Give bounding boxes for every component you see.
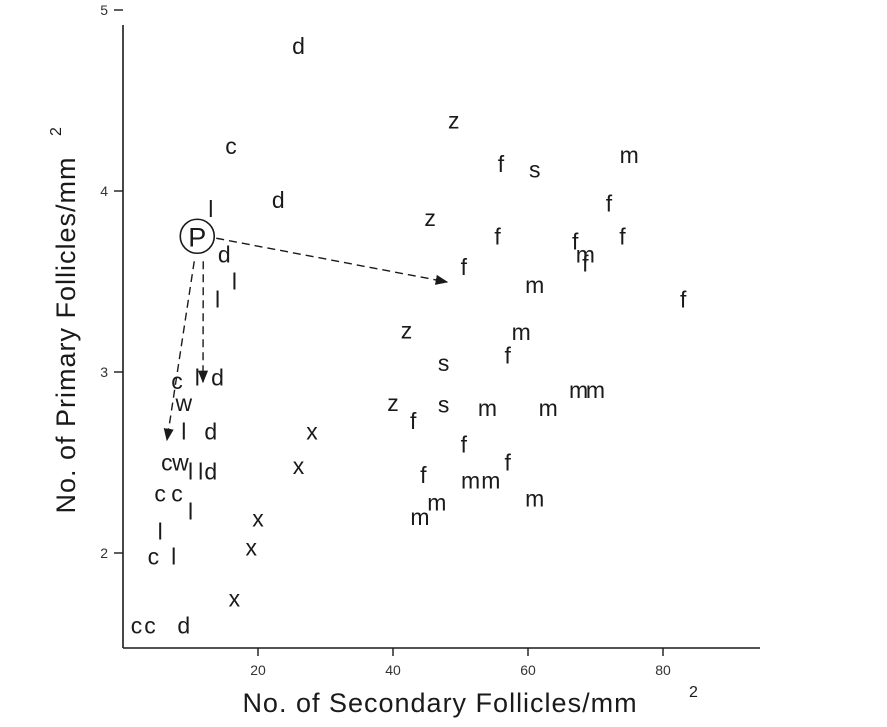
data-point-m: m [569,377,588,403]
data-point-d: d [218,241,231,267]
data-point-l: l [232,269,237,295]
data-point-d: d [272,187,285,213]
p-circle [179,218,216,255]
x-tick-label: 20 [250,662,266,678]
y-tick-label: 3 [100,364,108,380]
data-point-x: x [246,535,258,561]
data-point-m: m [478,395,497,421]
data-point-m: m [525,272,544,298]
data-point-f: f [505,450,512,476]
data-point-l: l [215,287,220,313]
data-point-f: f [461,254,468,280]
data-point-f: f [494,223,501,249]
p-arrows [163,237,449,442]
data-point-m: m [461,468,480,494]
data-point-x: x [306,419,318,445]
data-point-m: m [586,377,605,403]
data-point-z: z [448,107,460,133]
data-point-s: s [529,156,541,182]
data-point-l: l [188,498,193,524]
data-point-l: l [188,459,193,485]
y-tick-label: 2 [100,545,108,561]
data-point-x: x [229,585,241,611]
data-point-c: c [171,480,183,506]
data-point-c: c [148,544,160,570]
p-highlight: P [179,218,216,255]
x-axis-label-superscript: 2 [689,684,698,701]
data-point-m: m [525,486,544,512]
x-tick-label: 40 [385,662,401,678]
data-point-z: z [387,390,399,416]
x-tick-label: 60 [520,662,536,678]
data-point-f: f [572,229,579,255]
x-axis-label-text: No. of Secondary Follicles/mm [242,688,637,718]
data-point-w: w [171,450,189,476]
data-point-w: w [174,390,192,416]
data-point-f: f [420,462,427,488]
data-point-d: d [177,612,190,638]
x-axis-ticks: 20 40 60 80 [250,648,671,678]
data-point-d: d [292,33,305,59]
data-point-l: l [195,364,200,390]
data-point-f: f [410,408,417,434]
dashed-arrow [163,261,195,442]
y-tick-label: 5 [100,2,108,18]
data-point-m: m [427,489,446,515]
data-point-m: m [481,468,500,494]
data-point-f: f [619,223,626,249]
data-point-m: m [620,142,639,168]
data-point-f: f [606,191,613,217]
data-point-l: l [181,419,186,445]
data-point-z: z [401,317,413,343]
data-point-l: l [171,544,176,570]
data-point-f: f [498,151,505,177]
dashed-arrow [216,237,449,285]
data-point-f: f [582,250,589,276]
data-point-l: l [198,459,203,485]
data-point-m: m [539,395,558,421]
y-axis-label-group: No. of Primary Follicles/mm 2 [48,127,81,514]
data-point-c: c [161,450,173,476]
data-point-c: c [171,368,183,394]
y-tick-label: 4 [100,183,108,199]
y-axis-label-superscript: 2 [48,127,65,136]
data-point-f: f [505,343,512,369]
data-point-m: m [576,241,595,267]
data-point-d: d [204,459,217,485]
data-point-z: z [424,205,436,231]
data-point-f: f [680,287,687,313]
y-axis-ticks: 2 3 4 5 [100,2,123,561]
data-point-x: x [252,506,264,532]
data-point-s: s [438,392,450,418]
data-point-c: c [154,480,166,506]
data-point-l: l [158,518,163,544]
data-point-c: c [131,612,143,638]
data-point-l: l [208,196,213,222]
data-point-d: d [204,419,217,445]
y-axis-label: No. of Primary Follicles/mm [51,156,81,513]
data-point-f: f [461,431,468,457]
data-point-m: m [512,319,531,345]
data-point-x: x [293,453,305,479]
data-point-s: s [438,350,450,376]
x-tick-label: 80 [655,662,671,678]
x-axis-label: No. of Secondary Follicles/mm [242,688,637,718]
data-point-d: d [211,364,224,390]
p-point-label: P [188,222,206,252]
data-point-c: c [225,133,237,159]
data-point-m: m [410,504,429,530]
data-point-c: c [144,612,156,638]
